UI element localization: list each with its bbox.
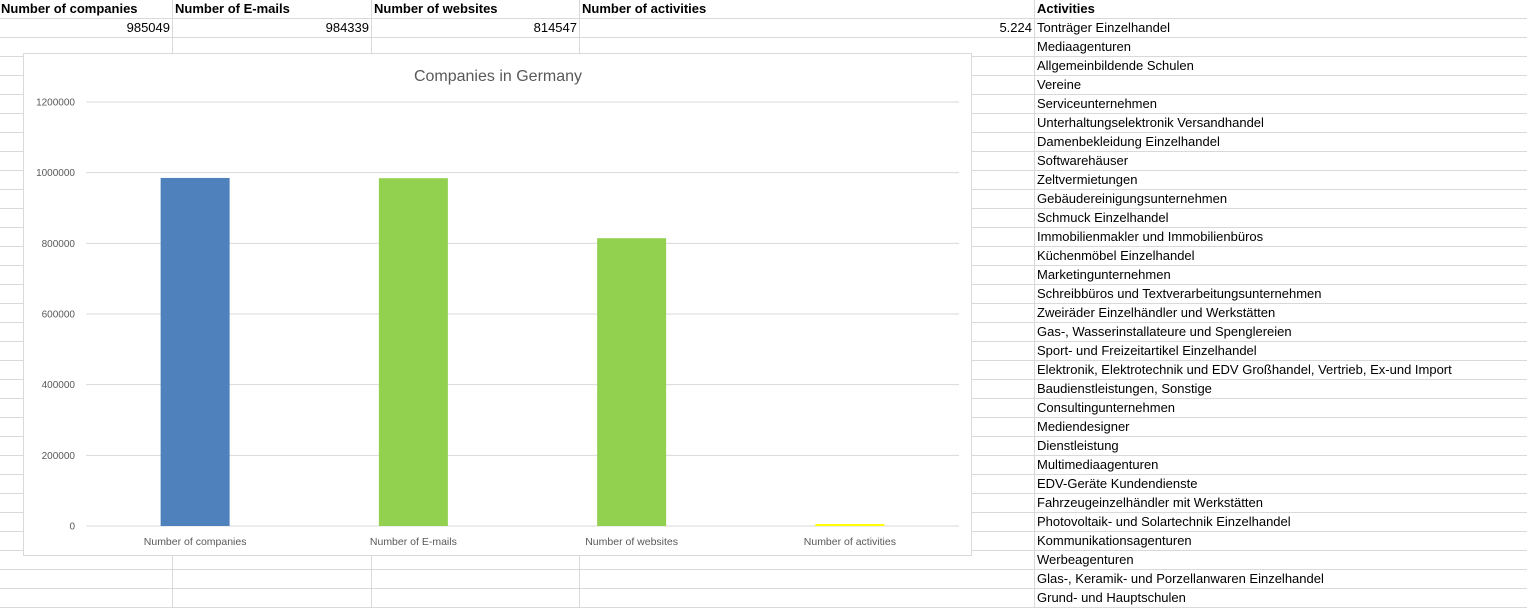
activity-cell[interactable]: Grund- und Hauptschulen — [1037, 590, 1186, 605]
y-tick-label: 400000 — [42, 380, 76, 391]
activity-cell[interactable]: Immobilienmakler und Immobilienbüros — [1037, 229, 1264, 244]
row-gridline — [0, 37, 1527, 38]
activity-cell[interactable]: Gebäudereinigungsunternehmen — [1037, 191, 1228, 206]
activity-cell[interactable]: Zweiräder Einzelhändler und Werkstätten — [1037, 305, 1276, 320]
y-tick-label: 0 — [69, 522, 75, 533]
y-tick-label: 1000000 — [36, 168, 75, 179]
activity-cell[interactable]: Fahrzeugeinzelhändler mit Werkstätten — [1037, 495, 1263, 510]
activity-cell[interactable]: Gas-, Wasserinstallateure und Spenglerei… — [1037, 324, 1292, 339]
activity-cell[interactable]: Marketingunternehmen — [1037, 267, 1171, 282]
activity-cell[interactable]: Werbeagenturen — [1037, 552, 1134, 567]
x-category-label: Number of E-mails — [370, 536, 457, 548]
chart-bars — [160, 177, 885, 527]
row-gridline — [0, 588, 1527, 589]
activity-cell[interactable]: Zeltvermietungen — [1037, 172, 1138, 187]
activity-cell[interactable]: Damenbekleidung Einzelhandel — [1037, 134, 1220, 149]
x-category-label: Number of companies — [144, 536, 247, 548]
y-tick-label: 200000 — [42, 451, 76, 462]
chart-title: Companies in Germany — [414, 68, 582, 85]
y-tick-label: 800000 — [42, 239, 76, 250]
activity-cell[interactable]: Schreibbüros und Textverarbeitungsuntern… — [1037, 286, 1322, 301]
bar[interactable] — [378, 178, 448, 526]
activity-cell[interactable]: Unterhaltungselektronik Versandhandel — [1037, 115, 1264, 130]
value-number-of-companies[interactable]: 985049 — [126, 20, 170, 35]
y-axis-ticks: 0 200000 400000 600000 800000 1000000 1200000 — [36, 98, 75, 533]
activity-cell[interactable]: Glas-, Keramik- und Porzellanwaren Einze… — [1037, 571, 1324, 586]
activity-cell[interactable]: Serviceunternehmen — [1037, 96, 1157, 111]
bar[interactable] — [597, 238, 667, 526]
activity-cell[interactable]: Sport- und Freizeitartikel Einzelhandel — [1037, 343, 1257, 358]
chart-canvas: Companies in Germany 0 200000 400000 600000… — [36, 68, 959, 548]
y-tick-label: 600000 — [42, 310, 76, 321]
x-category-label: Number of websites — [585, 536, 678, 548]
value-number-of-activities[interactable]: 5.224 — [999, 20, 1032, 35]
bar-chart[interactable]: Companies in Germany 0 200000 400000 600000… — [23, 53, 972, 556]
activity-cell[interactable]: Küchenmöbel Einzelhandel — [1037, 248, 1195, 263]
activity-cell[interactable]: Baudienstleistungen, Sonstige — [1037, 381, 1212, 396]
x-axis-categories: Number of companies Number of E-mails Numb… — [144, 536, 896, 548]
activity-cell[interactable]: Dienstleistung — [1037, 438, 1119, 453]
header-number-of-companies[interactable]: Number of companies — [1, 1, 138, 16]
value-number-of-emails[interactable]: 984339 — [325, 20, 369, 35]
activity-cell[interactable]: Multimediaagenturen — [1037, 457, 1159, 472]
y-tick-label: 1200000 — [36, 98, 75, 109]
value-number-of-websites[interactable]: 814547 — [533, 20, 577, 35]
header-number-of-websites[interactable]: Number of websites — [374, 1, 498, 16]
activity-cell[interactable]: Kommunikationsagenturen — [1037, 533, 1192, 548]
activity-cell[interactable]: Allgemeinbildende Schulen — [1037, 58, 1194, 73]
activity-cell[interactable]: Photovoltaik- und Solartechnik Einzelhan… — [1037, 514, 1291, 529]
header-activities[interactable]: Activities — [1037, 1, 1095, 16]
bar[interactable] — [160, 177, 230, 527]
activity-cell[interactable]: EDV-Geräte Kundendienste — [1037, 476, 1198, 491]
activity-cell[interactable]: Softwarehäuser — [1037, 153, 1129, 168]
activity-cell[interactable]: Consultingunternehmen — [1037, 400, 1176, 415]
bar[interactable] — [815, 524, 885, 526]
activity-cell[interactable]: Elektronik, Elektrotechnik und EDV Großh… — [1037, 362, 1452, 377]
column-gridline — [1034, 0, 1035, 607]
x-category-label: Number of activities — [804, 536, 896, 548]
activity-cell[interactable]: Mediendesigner — [1037, 419, 1130, 434]
row-gridline — [0, 18, 1527, 19]
activity-cell[interactable]: Schmuck Einzelhandel — [1037, 210, 1169, 225]
activity-cell[interactable]: Tonträger Einzelhandel — [1037, 20, 1170, 35]
activity-cell[interactable]: Mediaagenturen — [1037, 39, 1131, 54]
row-gridline — [0, 569, 1527, 570]
header-number-of-activities[interactable]: Number of activities — [582, 1, 707, 16]
chart-gridlines — [86, 101, 959, 527]
activity-cell[interactable]: Vereine — [1037, 77, 1082, 92]
header-number-of-emails[interactable]: Number of E-mails — [175, 1, 290, 16]
